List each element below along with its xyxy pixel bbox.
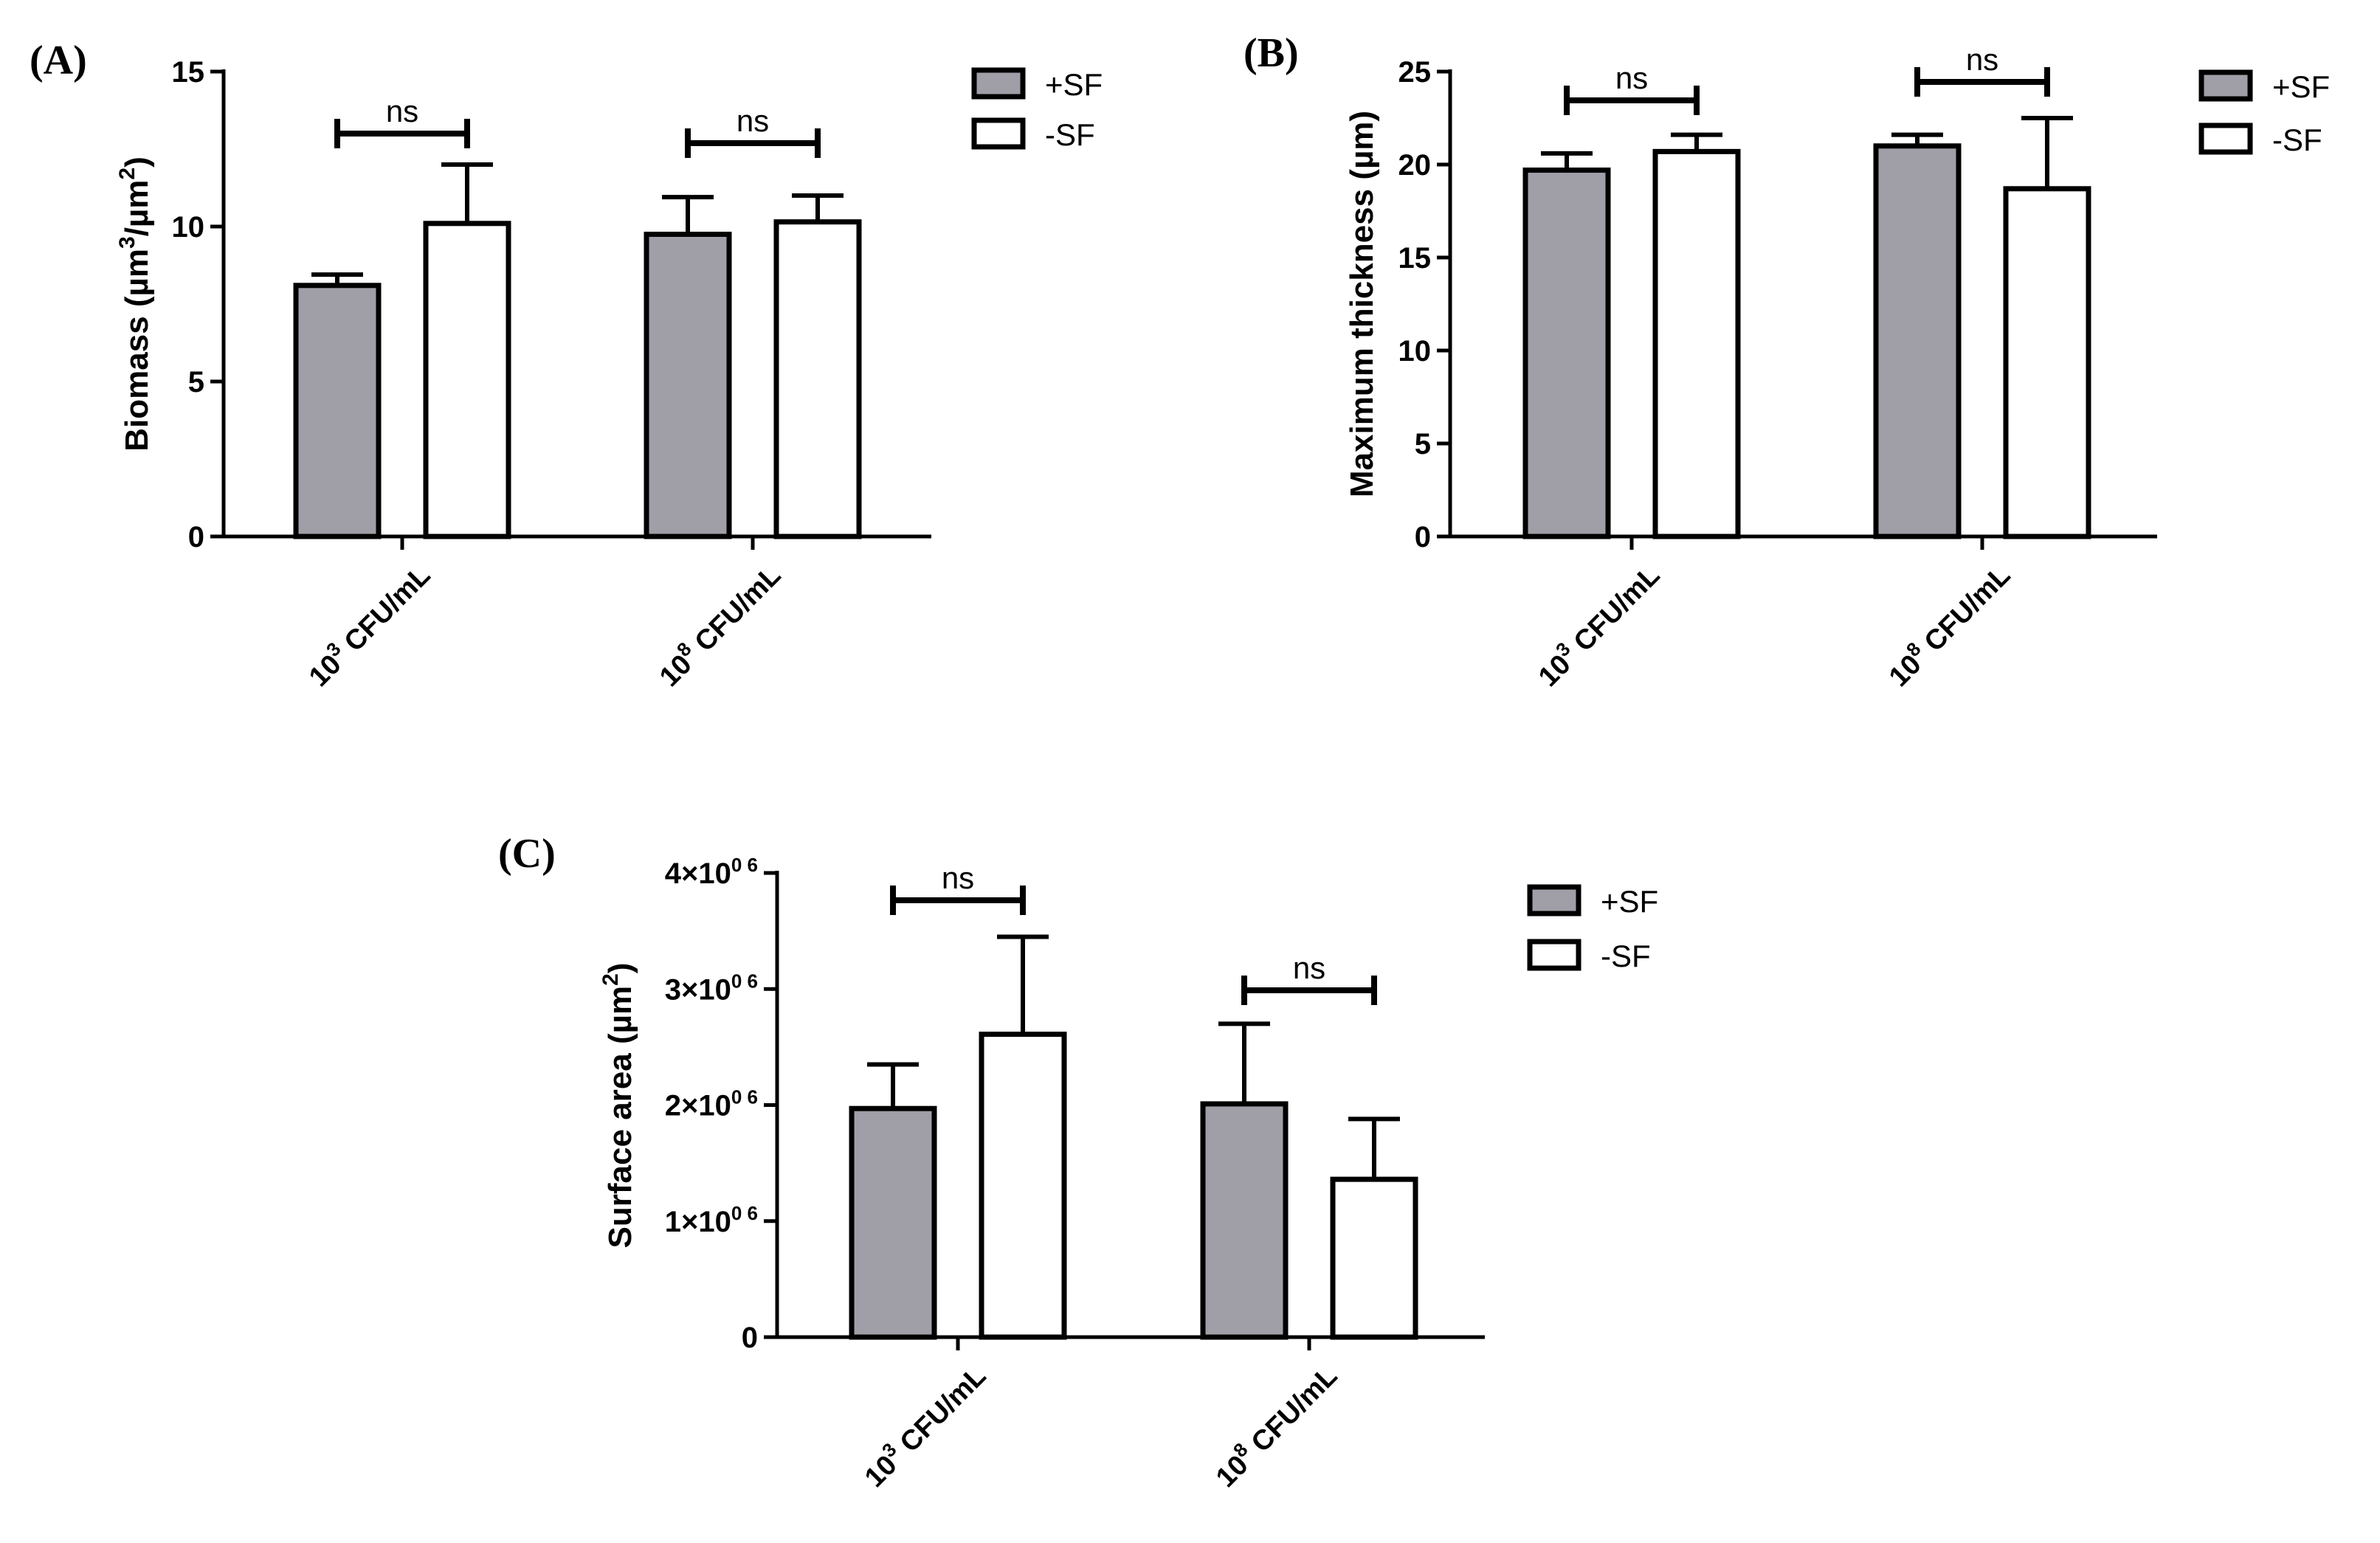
- bar-minus-sf: [773, 219, 862, 539]
- x-category-label-text: CFU/mL: [1240, 1361, 1343, 1464]
- legend: +SF -SF: [2198, 69, 2330, 157]
- x-category-label: 103 CFU/mL: [300, 556, 436, 693]
- y-axis-label: Surface area (µm2): [599, 963, 638, 1249]
- x-category-label: 108 CFU/mL: [650, 556, 787, 693]
- x-category-label-text: CFU/mL: [889, 1361, 992, 1464]
- legend-label: +SF: [1601, 884, 1658, 919]
- legend: +SF -SF: [1527, 884, 1658, 973]
- y-axis-label: Biomass (µm3/µm2): [115, 156, 155, 452]
- bar-minus-sf: [2003, 186, 2091, 539]
- panel-letter: (A): [30, 38, 87, 83]
- y-axis-label-text: /µm: [119, 180, 155, 237]
- y-tick-label: 5: [1415, 428, 1431, 460]
- y-axis-label-exponent: 2: [599, 973, 623, 986]
- bar-plus-sf: [1873, 143, 1962, 539]
- significance-label: ns: [942, 860, 974, 895]
- y-tick-label: 10: [1398, 335, 1432, 367]
- y-tick-label: 2×100 6: [665, 1086, 758, 1122]
- y-tick-label: 0: [742, 1322, 758, 1354]
- x-category-label: 103 CFU/mL: [855, 1357, 992, 1494]
- y-tick-label: 15: [1398, 242, 1432, 275]
- y-tick-label-base: 4×10: [665, 857, 731, 890]
- bar-plus-sf: [849, 1105, 937, 1340]
- y-axis-label-text: ): [119, 156, 155, 168]
- chart-panel-b: (B) 0 5 10 15 20 25 Maximum thickness (µm) ns ns 1…: [1244, 30, 2330, 693]
- y-tick-label-base: 2×10: [665, 1090, 731, 1122]
- x-category-label-text: CFU/mL: [1913, 560, 2016, 663]
- legend-label: -SF: [2272, 122, 2322, 157]
- y-tick-label: 5: [188, 366, 204, 398]
- legend-swatch-minus-sf: [971, 117, 1026, 150]
- bar-plus-sf: [644, 232, 732, 539]
- y-axis-label-text: ): [602, 963, 638, 974]
- y-axis-label-exponent: 2: [115, 168, 139, 180]
- panel-letter: (C): [498, 831, 556, 877]
- legend-swatch-minus-sf: [2198, 122, 2253, 155]
- y-tick-label: 10: [172, 211, 205, 244]
- significance-label: ns: [386, 94, 418, 128]
- x-category-label: 108 CFU/mL: [1207, 1357, 1343, 1494]
- y-tick-label-base: 1×10: [665, 1206, 731, 1238]
- legend-swatch-plus-sf: [1527, 884, 1582, 917]
- x-category-label: 108 CFU/mL: [1880, 556, 2016, 693]
- bar-minus-sf: [979, 1032, 1067, 1340]
- legend-label: +SF: [2272, 69, 2330, 104]
- bar-minus-sf: [1652, 148, 1741, 539]
- y-tick-label: 25: [1398, 56, 1432, 89]
- significance-label: ns: [1966, 42, 1998, 77]
- panel-letter: (B): [1244, 30, 1299, 76]
- legend-label: -SF: [1601, 939, 1651, 973]
- y-tick-label: 0: [1415, 521, 1431, 553]
- y-tick-label-base: 3×10: [665, 973, 731, 1006]
- significance-label: ns: [737, 103, 769, 138]
- chart-panel-a: (A) 0 5 10 15 Biomass (µm3/µm2) ns ns 103 CFU/mL…: [30, 38, 1103, 693]
- y-tick-label-exponent: 0 6: [731, 1202, 758, 1224]
- bar-plus-sf: [1200, 1101, 1289, 1340]
- chart-panel-c: (C)01×100 62×100 63×100 64×100 6Surface …: [498, 831, 1658, 1494]
- bar-minus-sf: [1330, 1176, 1418, 1340]
- y-axis-label-exponent: 3: [115, 236, 139, 249]
- significance-label: ns: [1615, 61, 1648, 95]
- y-tick-label: 15: [172, 56, 205, 89]
- legend-swatch-plus-sf: [2198, 69, 2253, 102]
- y-tick-label: 20: [1398, 149, 1432, 182]
- legend-swatch-plus-sf: [971, 67, 1026, 100]
- y-axis-label-text: Maximum thickness (µm): [1344, 111, 1380, 497]
- y-tick-label-exponent: 0 6: [731, 854, 758, 876]
- y-tick-label-exponent: 0 6: [731, 1086, 758, 1108]
- x-category-label-text: CFU/mL: [1562, 560, 1666, 663]
- y-axis-label: Maximum thickness (µm): [1344, 111, 1380, 497]
- bar-plus-sf: [293, 283, 382, 539]
- y-tick-label: 1×100 6: [665, 1202, 758, 1238]
- y-tick-label: 0: [188, 521, 204, 553]
- x-category-label-text: CFU/mL: [683, 560, 787, 663]
- legend-label: +SF: [1045, 67, 1103, 102]
- significance-label: ns: [1293, 950, 1325, 985]
- y-tick-label-base: 0: [742, 1322, 758, 1354]
- x-category-label: 103 CFU/mL: [1529, 556, 1666, 693]
- y-axis-label-text: Surface area (µm: [602, 986, 638, 1249]
- legend-label: -SF: [1045, 117, 1095, 152]
- legend: +SF -SF: [971, 67, 1103, 152]
- bar-minus-sf: [423, 221, 511, 539]
- y-tick-label: 3×100 6: [665, 970, 758, 1006]
- y-tick-label-exponent: 0 6: [731, 970, 758, 992]
- y-axis-label-text: Biomass (µm: [119, 249, 155, 452]
- legend-swatch-minus-sf: [1527, 939, 1582, 971]
- x-category-label-text: CFU/mL: [333, 560, 436, 663]
- y-tick-label: 4×100 6: [665, 854, 758, 890]
- bar-plus-sf: [1522, 168, 1611, 539]
